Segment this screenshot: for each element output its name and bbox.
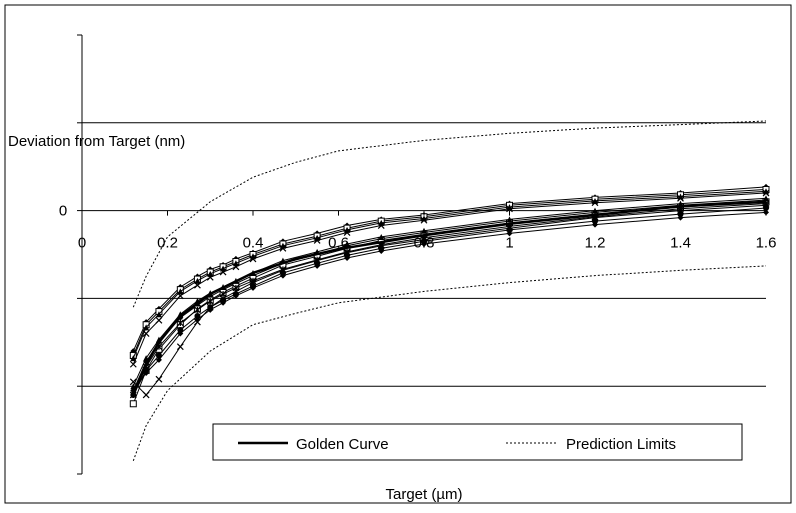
data-point bbox=[344, 255, 351, 262]
data-point bbox=[343, 229, 351, 236]
data-point bbox=[506, 230, 513, 237]
data-point bbox=[250, 284, 256, 291]
data-point bbox=[155, 356, 162, 363]
x-tick-label: 0.2 bbox=[157, 235, 178, 252]
data-point bbox=[279, 244, 287, 252]
data-point bbox=[249, 277, 257, 285]
series-line bbox=[132, 189, 767, 356]
data-point bbox=[194, 306, 201, 314]
data-point bbox=[142, 391, 150, 399]
data-point bbox=[378, 247, 385, 254]
prediction-limits bbox=[132, 120, 767, 461]
series-line bbox=[132, 192, 767, 365]
prediction-limit-upper bbox=[132, 120, 767, 308]
data-point bbox=[206, 297, 214, 305]
data-point bbox=[176, 319, 184, 327]
data-point bbox=[155, 311, 162, 318]
data-point bbox=[129, 400, 137, 408]
x-tick-label: 0.6 bbox=[328, 235, 349, 252]
x-tick-label: 1.4 bbox=[670, 235, 691, 252]
data-point bbox=[155, 352, 162, 359]
data-point bbox=[143, 370, 150, 377]
data-point bbox=[344, 240, 351, 247]
data-point bbox=[142, 330, 150, 337]
data-point bbox=[421, 240, 427, 247]
data-point bbox=[194, 277, 201, 284]
data-point bbox=[591, 199, 599, 207]
series-line bbox=[132, 211, 767, 391]
data-point bbox=[314, 262, 321, 269]
data-point bbox=[506, 205, 513, 213]
legend-box bbox=[212, 423, 743, 461]
prediction-limit-lower bbox=[132, 265, 767, 461]
data-point bbox=[194, 312, 201, 319]
data-point bbox=[592, 218, 598, 225]
data-point bbox=[762, 189, 770, 197]
series-line bbox=[132, 207, 767, 396]
x-tick-label: 0.8 bbox=[414, 235, 435, 252]
data-point bbox=[206, 273, 214, 281]
x-tick-label: 1 bbox=[505, 235, 513, 252]
data-point bbox=[176, 292, 184, 300]
legend-prediction-limits-label: Prediction Limits bbox=[566, 436, 676, 453]
data-point bbox=[177, 330, 184, 337]
series bbox=[129, 189, 770, 368]
series-line bbox=[132, 186, 767, 352]
y-axis-ticks bbox=[77, 34, 82, 475]
data-point bbox=[219, 290, 227, 298]
data-point bbox=[232, 292, 239, 299]
data-point bbox=[232, 284, 240, 292]
x-tick-label: 0.4 bbox=[243, 235, 264, 252]
data-point bbox=[155, 375, 163, 383]
series bbox=[130, 209, 769, 394]
y-axis-tick-labels: 0 bbox=[59, 203, 67, 220]
chart-frame bbox=[4, 4, 792, 504]
data-point bbox=[506, 216, 513, 223]
series-line bbox=[132, 204, 767, 396]
x-tick-label: 0 bbox=[78, 235, 86, 252]
data-point bbox=[194, 281, 201, 289]
data-point bbox=[143, 324, 150, 331]
data-point bbox=[220, 299, 227, 306]
data-point bbox=[129, 360, 137, 368]
series-line bbox=[132, 203, 767, 396]
data-point bbox=[677, 194, 684, 202]
legend-golden-curve-label: Golden Curve bbox=[296, 436, 389, 453]
data-point bbox=[194, 316, 201, 323]
data-point bbox=[279, 272, 286, 279]
y-axis-title: Deviation from Target (nm) bbox=[8, 133, 185, 150]
data-point bbox=[129, 378, 137, 386]
golden-curve bbox=[132, 200, 767, 396]
data-point bbox=[677, 214, 684, 221]
x-tick-label: 1.2 bbox=[585, 235, 606, 252]
data-point bbox=[155, 316, 163, 324]
y-tick-label: 0 bbox=[59, 203, 67, 220]
data-point bbox=[763, 204, 769, 211]
data-point bbox=[378, 233, 385, 240]
legend: Golden Curve Prediction Limits bbox=[212, 423, 743, 461]
data-point bbox=[377, 222, 385, 229]
data-point bbox=[207, 306, 214, 313]
data-point bbox=[232, 263, 240, 271]
data-point bbox=[420, 216, 428, 224]
data-point bbox=[249, 255, 257, 263]
data-point bbox=[763, 195, 769, 202]
x-axis-tick-labels: 0 0.2 0.4 0.6 0.8 1 1.2 1.4 1.6 bbox=[78, 210, 777, 252]
x-tick-label: 1.6 bbox=[756, 235, 777, 252]
golden-curve-layer bbox=[132, 200, 767, 396]
x-axis-title: Target (µm) bbox=[386, 486, 463, 503]
data-point bbox=[506, 226, 513, 233]
data-point bbox=[592, 221, 598, 228]
series-line bbox=[132, 190, 767, 359]
data-point bbox=[313, 237, 321, 244]
data-point bbox=[177, 327, 184, 334]
data-point bbox=[176, 343, 184, 351]
data-point bbox=[219, 268, 227, 276]
data-point bbox=[421, 227, 427, 234]
data-point bbox=[177, 288, 184, 295]
